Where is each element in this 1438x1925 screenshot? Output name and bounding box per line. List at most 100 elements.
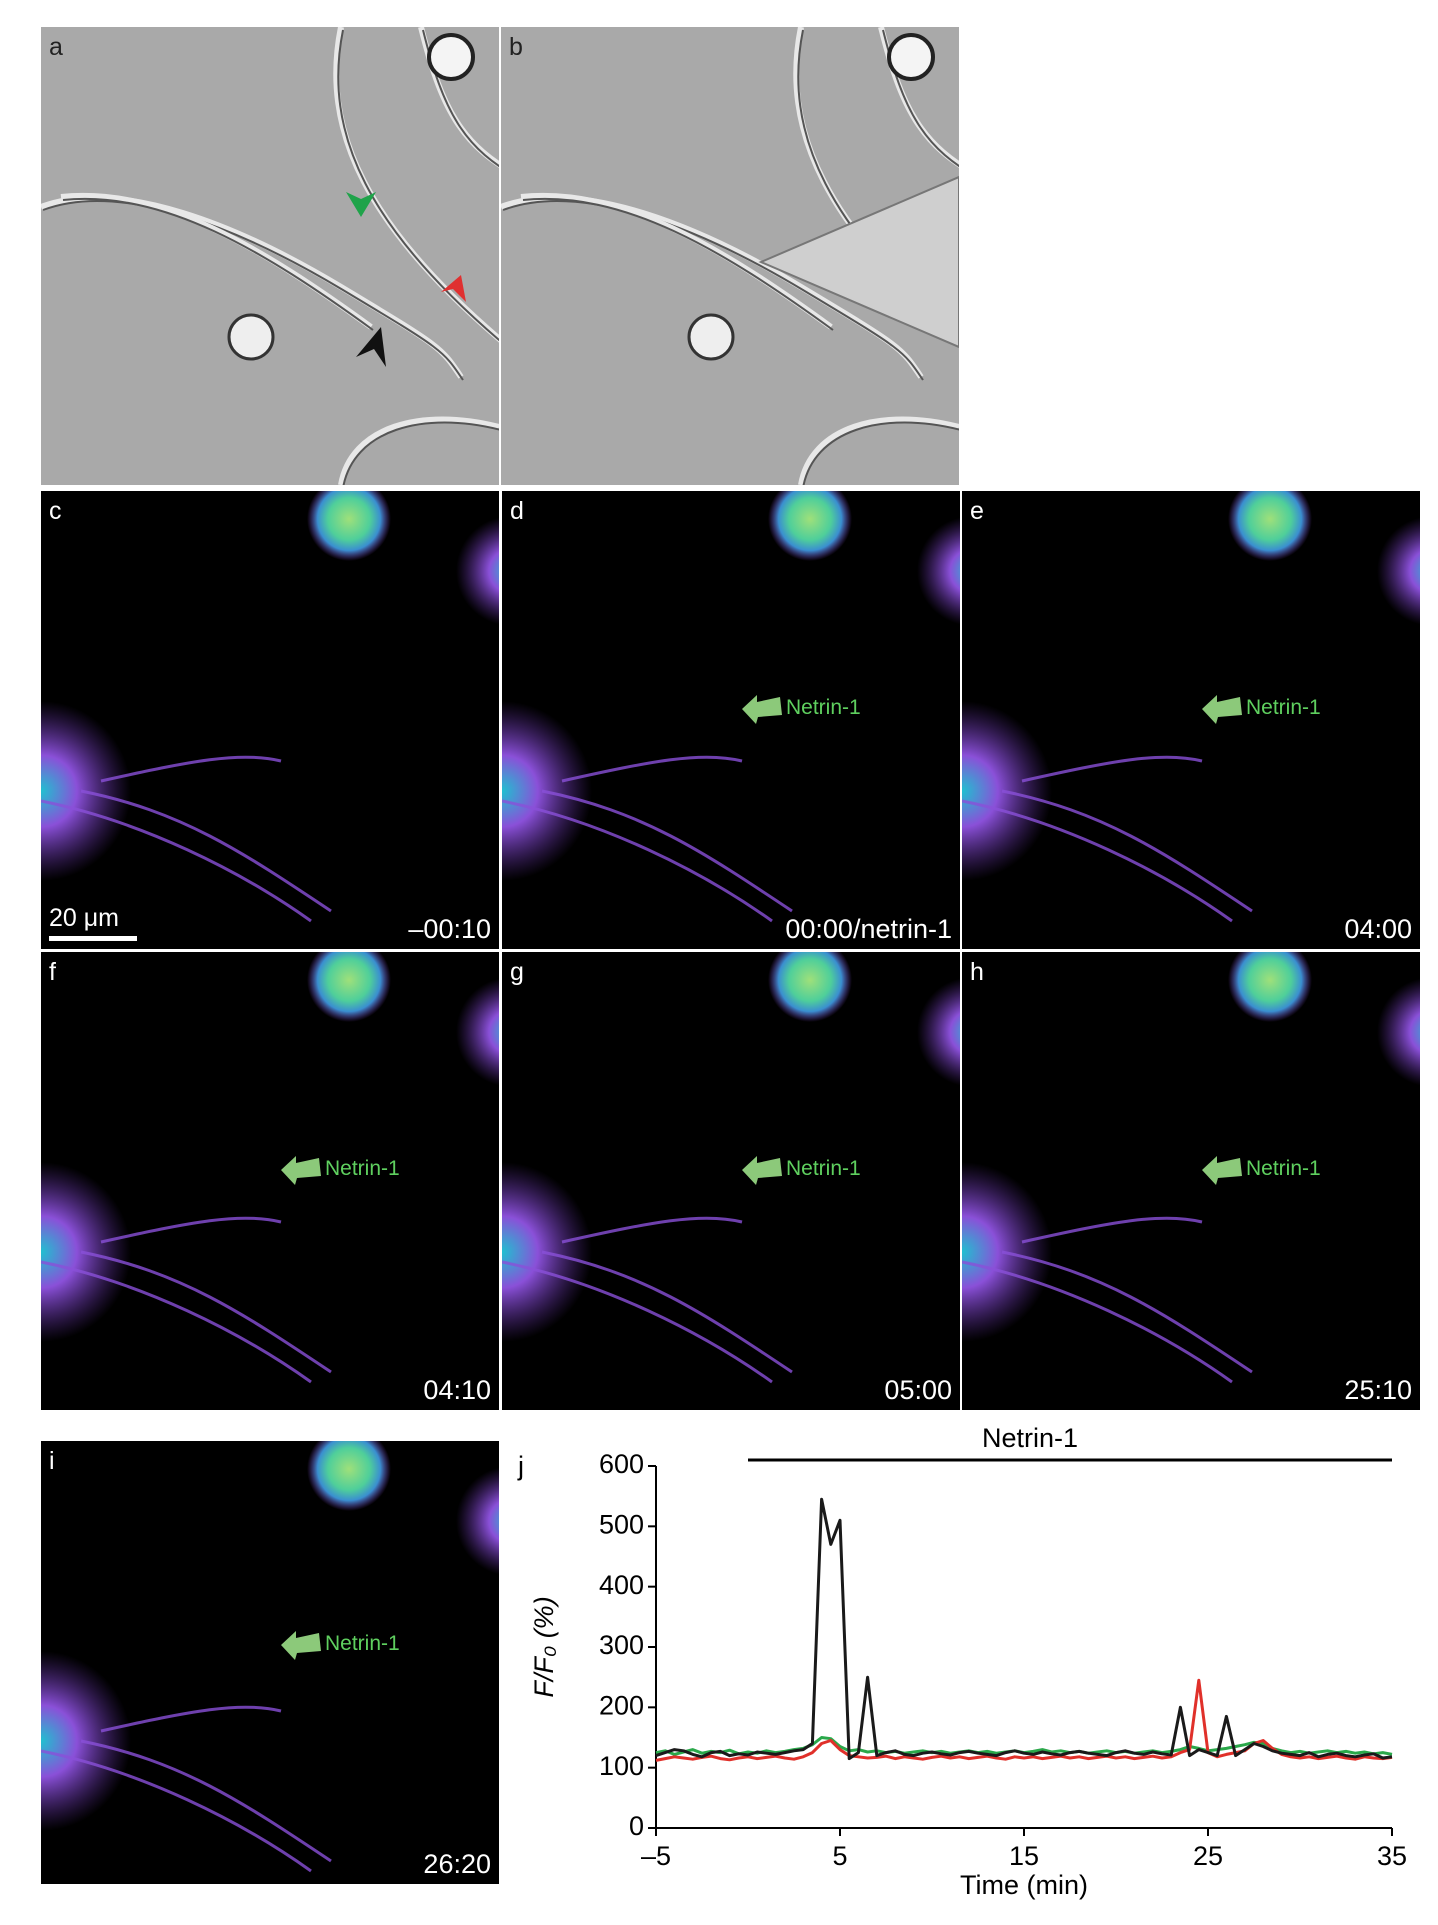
micrograph xyxy=(501,27,959,485)
neurite xyxy=(41,1260,312,1384)
timestamp: –00:10 xyxy=(408,914,491,944)
neurite xyxy=(502,799,773,923)
neurite xyxy=(100,755,282,783)
micrograph xyxy=(41,1441,499,1873)
y-tick-label: 600 xyxy=(599,1449,644,1479)
neurite xyxy=(1001,1250,1253,1374)
neurite xyxy=(41,1749,312,1873)
soma-right xyxy=(456,978,499,1086)
micrograph xyxy=(41,952,499,1384)
image-panel: c –00:10 20 μm xyxy=(41,491,499,949)
neurite xyxy=(80,1250,332,1374)
neurite xyxy=(798,416,959,485)
x-tick-label: 15 xyxy=(1009,1841,1039,1871)
y-tick-label: 100 xyxy=(599,1751,644,1781)
neurite xyxy=(338,416,499,485)
micrograph xyxy=(962,952,1420,1384)
micrograph xyxy=(502,952,960,1384)
neurite xyxy=(80,789,332,913)
neurite xyxy=(100,1705,282,1733)
image-panel: d 00:00/netrin-1 Netrin-1 xyxy=(502,491,960,949)
neurite xyxy=(100,1216,282,1244)
neurite xyxy=(41,799,312,923)
netrin-bar-label: Netrin-1 xyxy=(982,1423,1078,1453)
panel-label: g xyxy=(510,958,524,986)
x-tick-label: –5 xyxy=(641,1841,671,1871)
scale-bar-label: 20 μm xyxy=(49,904,119,932)
netrin-arrow xyxy=(1202,695,1242,724)
y-tick-label: 500 xyxy=(599,1509,644,1539)
netrin-arrow xyxy=(281,1631,321,1660)
timestamp: 25:10 xyxy=(1344,1375,1412,1405)
neurite xyxy=(541,789,793,913)
netrin-arrow xyxy=(742,695,782,724)
soma-right xyxy=(917,978,960,1086)
timestamp: 04:00 xyxy=(1344,914,1412,944)
x-tick-label: 5 xyxy=(832,1841,847,1871)
soma-top xyxy=(307,491,391,561)
panel-label: f xyxy=(49,958,56,986)
neurite-edge xyxy=(62,197,374,331)
neurite-edge xyxy=(522,197,834,331)
y-tick-label: 300 xyxy=(599,1630,644,1660)
series-line xyxy=(655,1497,1393,1761)
x-axis-label: Time (min) xyxy=(960,1870,1088,1900)
neurite-edge xyxy=(802,421,959,485)
neurite xyxy=(561,1216,743,1244)
y-tick-label: 400 xyxy=(599,1570,644,1600)
cell xyxy=(687,313,735,361)
soma-right xyxy=(1377,517,1420,625)
arrowhead-black xyxy=(356,327,386,367)
neurite xyxy=(541,1250,793,1374)
neurite-edge xyxy=(337,29,499,342)
arrowhead-green xyxy=(346,192,376,217)
netrin-label: Netrin-1 xyxy=(1246,1157,1321,1180)
neurite xyxy=(1001,789,1253,913)
timestamp: 00:00/netrin-1 xyxy=(785,914,952,944)
soma-top xyxy=(307,1441,391,1511)
netrin-label: Netrin-1 xyxy=(786,696,861,719)
micrograph xyxy=(502,491,960,923)
image-panel: i 26:20 Netrin-1 xyxy=(41,1441,499,1884)
soma-top xyxy=(768,491,852,561)
soma-top xyxy=(1228,491,1312,561)
neurite xyxy=(60,192,373,330)
arrowhead-red xyxy=(441,275,466,302)
panel-label: e xyxy=(970,497,984,525)
y-tick-label: 0 xyxy=(629,1811,644,1841)
netrin-label: Netrin-1 xyxy=(1246,696,1321,719)
neurite xyxy=(502,1260,773,1384)
cell xyxy=(227,313,275,361)
netrin-arrow xyxy=(742,1156,782,1185)
series-line xyxy=(655,1678,1393,1762)
soma-right xyxy=(456,517,499,625)
soma-top xyxy=(1228,952,1312,1022)
netrin-label: Netrin-1 xyxy=(325,1157,400,1180)
panel-label: c xyxy=(49,497,62,525)
series-line xyxy=(655,1736,1393,1756)
soma-right xyxy=(1377,978,1420,1086)
pipette xyxy=(758,175,959,349)
y-tick-label: 200 xyxy=(599,1690,644,1720)
x-tick-label: 35 xyxy=(1377,1841,1407,1871)
soma-top xyxy=(307,952,391,1022)
image-panel: e 04:00 Netrin-1 xyxy=(962,491,1420,949)
neurite xyxy=(962,799,1233,923)
micrograph xyxy=(41,27,499,485)
panel-label: d xyxy=(510,497,524,525)
scale-bar xyxy=(49,936,137,941)
micrograph xyxy=(962,491,1420,923)
netrin-arrow xyxy=(281,1156,321,1185)
panel-label: i xyxy=(49,1447,55,1475)
soma-right xyxy=(456,1467,499,1575)
neurite xyxy=(1021,1216,1203,1244)
neurite xyxy=(80,1739,332,1863)
panel-label: a xyxy=(49,33,63,61)
image-panel: h 25:10 Netrin-1 xyxy=(962,952,1420,1410)
soma-right xyxy=(917,517,960,625)
neurite xyxy=(333,27,499,343)
panel-label: h xyxy=(970,958,984,986)
soma-top xyxy=(768,952,852,1022)
neurite xyxy=(1021,755,1203,783)
